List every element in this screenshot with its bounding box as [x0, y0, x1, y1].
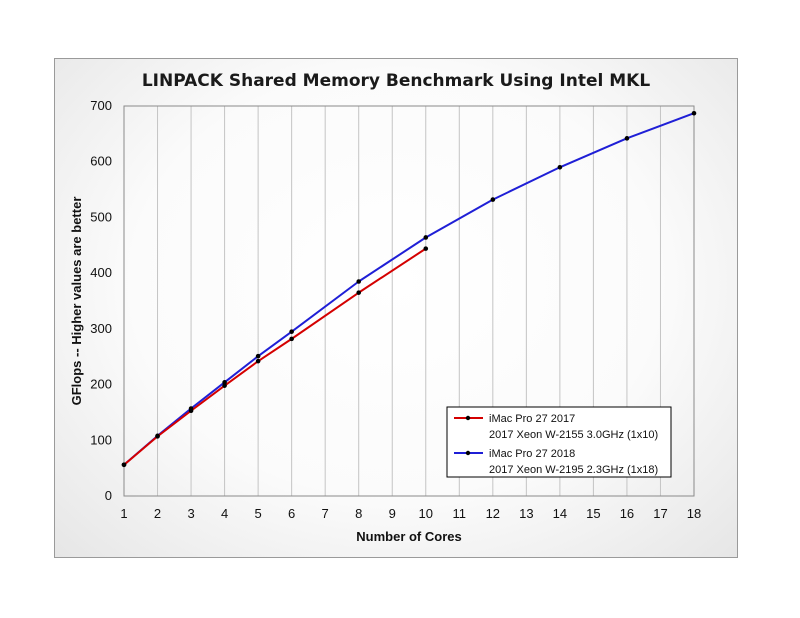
legend-marker-series-1 [465, 415, 471, 421]
legend-label-series-2: iMac Pro 27 2018 [489, 448, 575, 460]
data-point-series-1 [356, 290, 362, 295]
data-point-series-1 [121, 462, 127, 468]
y-tick-label: 0 [105, 488, 112, 503]
x-tick-label: 8 [355, 506, 362, 521]
legend-sublabel-series-1: 2017 Xeon W-2155 3.0GHz (1x10) [489, 429, 658, 441]
data-point-series-2 [356, 279, 362, 284]
legend-sublabel-series-2: 2017 Xeon W-2195 2.3GHz (1x18) [489, 464, 658, 476]
data-point-series-2 [289, 329, 294, 334]
y-tick-label: 500 [90, 209, 112, 224]
x-tick-label: 18 [687, 506, 701, 521]
data-point-series-2 [691, 110, 697, 116]
chart-title: LINPACK Shared Memory Benchmark Using In… [142, 71, 650, 91]
data-point-series-2 [423, 235, 429, 240]
x-tick-label: 7 [322, 506, 329, 521]
data-point-series-1 [188, 408, 194, 414]
x-tick-label: 9 [389, 506, 396, 521]
x-tick-label: 11 [453, 506, 467, 521]
x-tick-label: 13 [519, 506, 533, 521]
x-tick-label: 10 [419, 506, 433, 521]
x-axis-label: Number of Cores [356, 529, 461, 544]
x-tick-label: 3 [187, 506, 194, 521]
legend-box [446, 406, 672, 478]
x-tick-label: 16 [620, 506, 634, 521]
x-tick-label: 4 [221, 506, 228, 521]
series-line-1 [123, 247, 427, 466]
y-tick-label: 400 [90, 265, 112, 280]
x-tick-label: 15 [586, 506, 600, 521]
data-point-series-1 [155, 434, 160, 439]
plot-area-border [123, 105, 695, 497]
data-point-series-2 [222, 380, 227, 385]
data-point-series-1 [255, 358, 261, 364]
data-point-series-2 [557, 164, 563, 170]
x-tick-label: 17 [653, 506, 667, 521]
data-point-series-1 [289, 336, 294, 342]
x-tick-label: 5 [255, 506, 262, 521]
series-line-2 [123, 112, 695, 466]
y-tick-label: 700 [90, 98, 112, 113]
data-point-series-2 [490, 197, 496, 202]
x-tick-label: 14 [553, 506, 567, 521]
legend-label-series-1: iMac Pro 27 2017 [489, 413, 575, 425]
x-tick-label: 6 [288, 506, 295, 521]
y-tick-label: 100 [90, 432, 112, 447]
y-axis-label: GFlops -- Higher values are better [69, 197, 84, 406]
x-tick-label: 2 [154, 506, 161, 521]
y-tick-label: 300 [90, 321, 112, 336]
legend-marker-series-2 [465, 450, 471, 456]
y-tick-label: 600 [90, 154, 112, 169]
x-tick-label: 12 [486, 506, 500, 521]
y-tick-label: 200 [90, 377, 112, 392]
x-tick-label: 1 [120, 506, 127, 521]
data-point-series-1 [222, 383, 227, 388]
data-point-series-1 [423, 246, 429, 251]
data-point-series-2 [255, 353, 261, 359]
data-point-series-2 [624, 136, 630, 141]
